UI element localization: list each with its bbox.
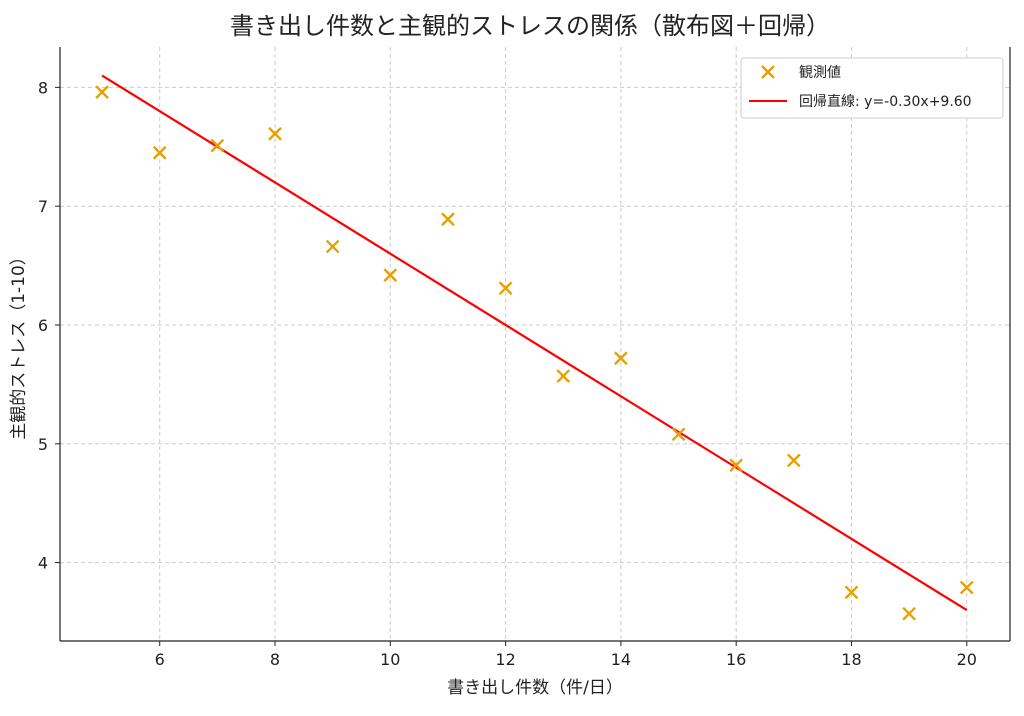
data-point	[671, 427, 686, 442]
x-tick-label: 12	[495, 650, 515, 669]
data-point	[95, 85, 109, 99]
legend-label-observed: 観測値	[799, 64, 841, 81]
x-tick-label: 18	[841, 650, 861, 669]
data-point	[786, 453, 801, 468]
x-marker-stroke	[441, 212, 455, 227]
x-marker-stroke	[210, 138, 225, 153]
data-point	[729, 458, 744, 473]
x-axis-label: 書き出し件数（件/日）	[447, 678, 623, 698]
axes: 6 8 10 12 14 16 18 20 4 5 6 7 8	[38, 47, 1011, 669]
data-point	[498, 281, 513, 296]
marks	[95, 74, 974, 621]
x-marker-stroke	[614, 351, 628, 366]
data-point	[614, 351, 628, 366]
x-marker-stroke	[761, 65, 775, 79]
y-tick-label: 8	[38, 78, 48, 97]
x-marker-stroke	[786, 453, 801, 468]
y-tick-label: 7	[38, 197, 48, 216]
x-marker-stroke	[268, 126, 282, 141]
x-tick-label: 20	[957, 650, 977, 669]
x-marker-stroke	[325, 239, 340, 254]
data-point	[325, 239, 340, 254]
x-tick-label: 6	[155, 650, 165, 669]
regression-line	[101, 74, 968, 612]
grid	[60, 47, 1010, 641]
x-marker-stroke	[556, 369, 571, 383]
x-tick-label: 8	[270, 650, 280, 669]
data-point	[959, 580, 974, 595]
x-marker-stroke	[959, 580, 974, 595]
x-marker-stroke	[844, 585, 859, 600]
x-tick-label: 16	[726, 650, 746, 669]
legend: 観測値 回帰直線: y=-0.30x+9.60	[740, 57, 1004, 119]
x-marker-stroke	[95, 85, 109, 99]
legend-x-icon	[761, 65, 775, 79]
x-marker-stroke	[671, 427, 686, 442]
x-marker-stroke	[152, 145, 167, 160]
y-tick-label: 6	[38, 316, 48, 335]
legend-scatter-marker	[761, 65, 775, 79]
legend-label-regression: 回帰直線: y=-0.30x+9.60	[799, 93, 972, 110]
chart-title: 書き出し件数と主観的ストレスの関係（散布図＋回帰）	[230, 12, 830, 40]
x-marker-stroke	[902, 606, 916, 621]
y-axis-label: 主観的ストレス（1-10）	[9, 248, 29, 440]
x-tick-label: 14	[611, 650, 631, 669]
y-tick-label: 5	[38, 435, 48, 454]
x-marker-stroke	[498, 281, 513, 296]
data-point	[210, 138, 225, 153]
data-point	[383, 268, 398, 282]
data-point	[556, 369, 571, 383]
x-marker-stroke	[383, 268, 398, 282]
legend-box	[740, 57, 1004, 119]
data-point	[902, 606, 916, 621]
x-tick-label: 10	[380, 650, 400, 669]
data-point	[441, 212, 455, 227]
data-point	[152, 145, 167, 160]
y-tick-label: 4	[38, 554, 48, 573]
data-point	[268, 126, 282, 141]
x-marker-stroke	[729, 458, 744, 473]
data-point	[844, 585, 859, 600]
